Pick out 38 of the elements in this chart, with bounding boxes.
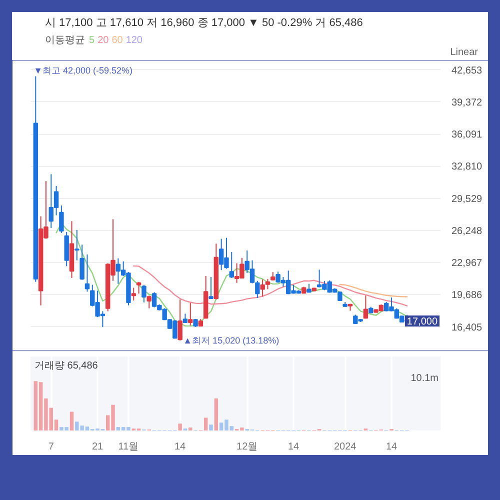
y-tick-label: 16,405 [452,322,483,334]
y-tick-label: 39,372 [452,97,483,108]
candlestick [69,220,74,278]
text: 10.1m [410,373,439,384]
y-tick-label: 22,967 [452,258,483,270]
x-tick-label: 14 [174,442,186,452]
x-tick-label: 7 [48,442,54,452]
y-tick-label: 42,653 [452,65,483,76]
annotation: ▼최고 42,000 (-59.52%) [34,65,133,76]
x-tick-label: 21 [92,442,104,452]
bar [70,412,74,430]
y-tick-label: 32,810 [452,162,483,173]
text: 5 [89,35,95,46]
annotation: 17,000 [406,316,438,328]
annotation: ▲최저 15,020 (13.18%) [183,335,280,346]
x-tick-label: 11월 [118,442,139,452]
x-tick-label: 14 [386,442,398,452]
candlestick [74,229,80,261]
chart-subtitle: 시 17,100 고 17,610 저 16,960 종 17,000 ▼ 50 -0.29% 거 65,486 [45,16,363,31]
y-tick-label: 19,686 [452,290,483,302]
text: 60 [112,35,123,46]
text: Linear [450,46,478,60]
line-series [339,284,408,298]
text: 20 [98,35,109,46]
x-tick-label: 12월 [236,442,258,452]
line-series [133,265,408,306]
bar [209,424,213,430]
legend-title: 이동평균 [45,35,85,46]
y-tick-label: 36,091 [452,130,483,141]
y-tick-label: 29,529 [452,194,483,205]
chart-title: 거래량 65,486 [34,360,98,372]
bar [188,428,192,430]
bar [214,398,218,430]
legend-label: 120 [126,35,142,46]
y-tick-label: 26,248 [452,226,483,237]
bar [178,424,182,430]
x-tick-label: 14 [288,442,300,452]
x-tick-label: 2024 [334,442,357,452]
